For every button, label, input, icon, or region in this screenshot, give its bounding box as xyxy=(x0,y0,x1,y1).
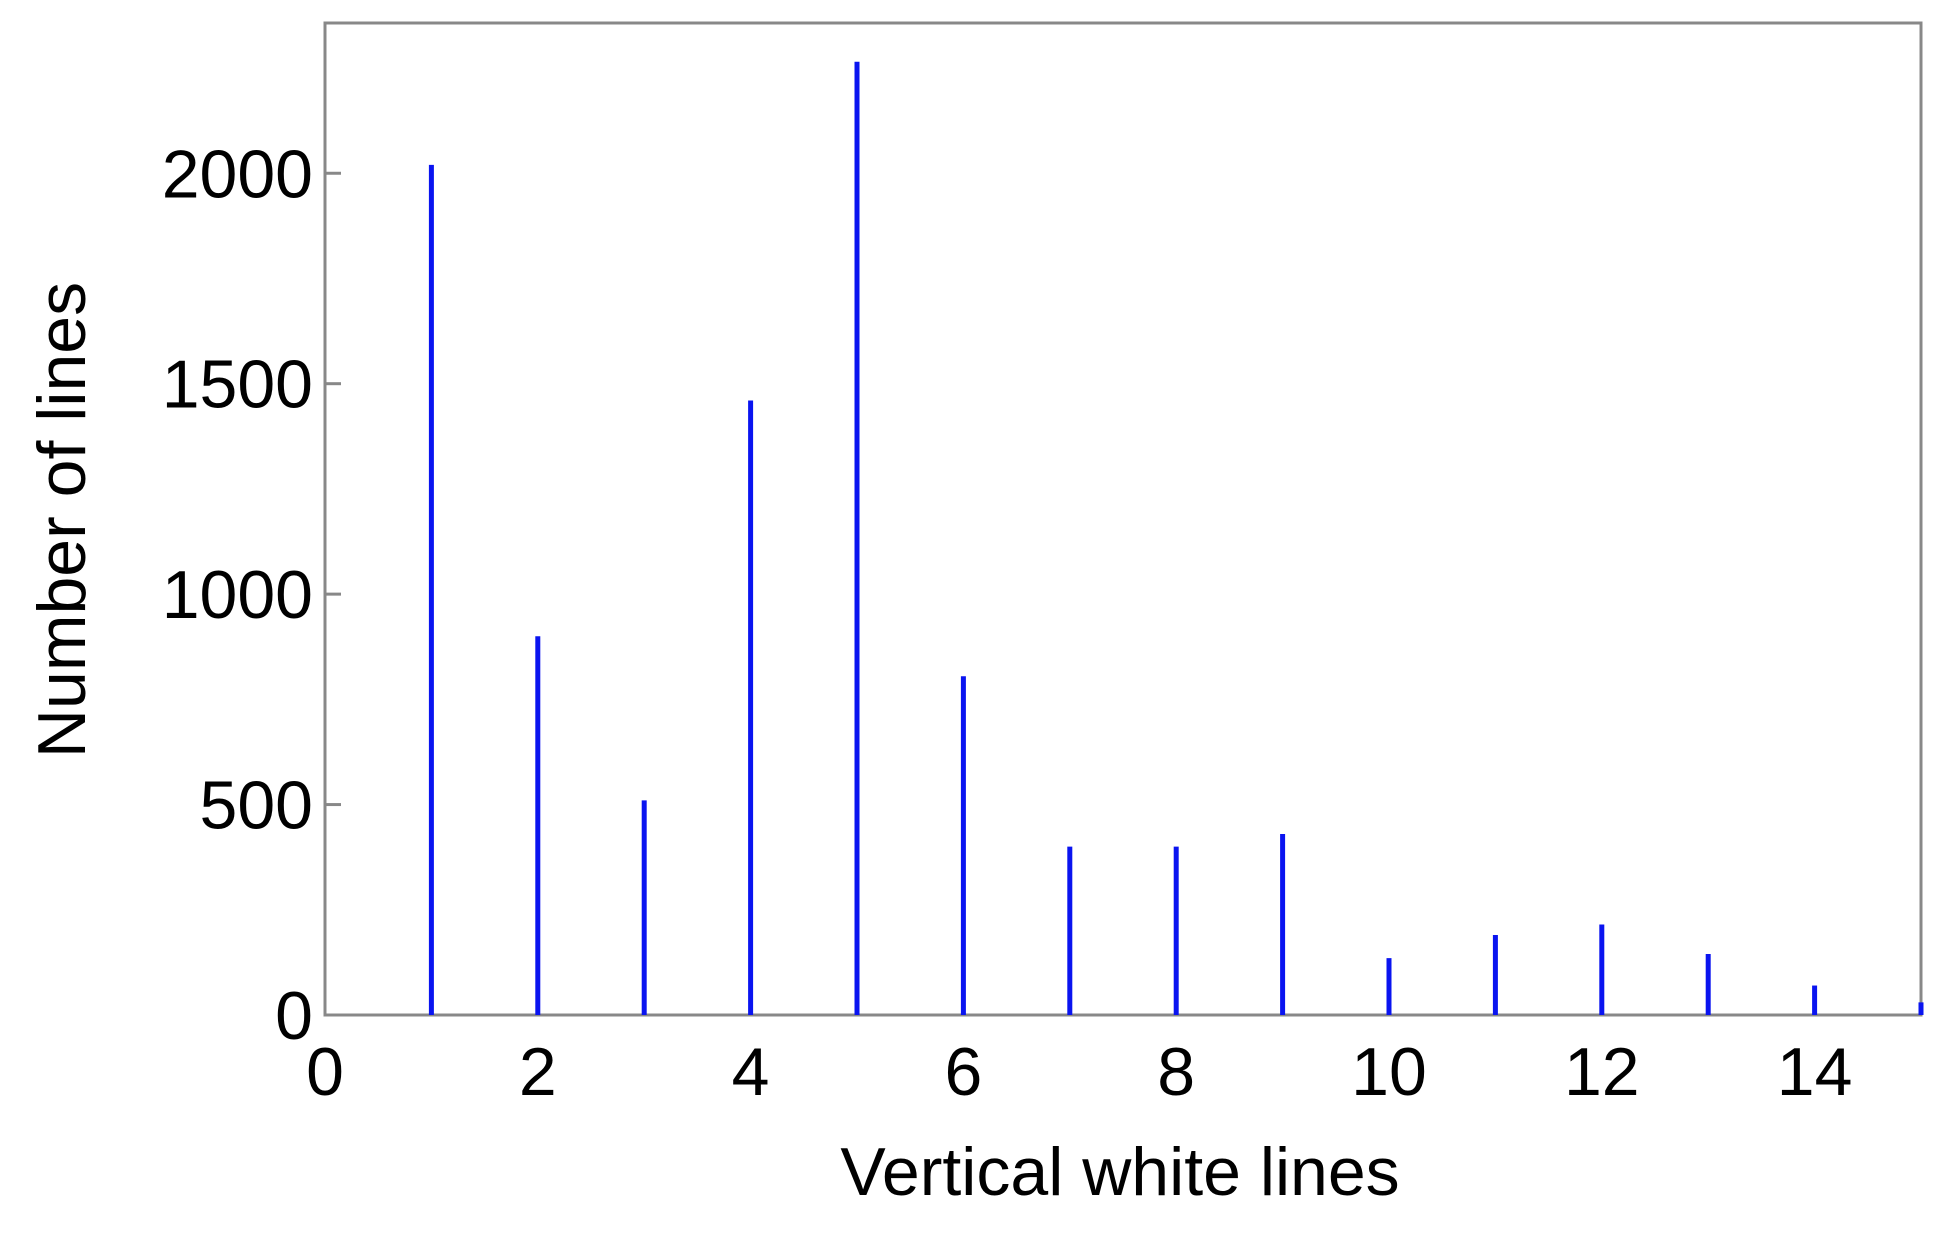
x-tick-label: 14 xyxy=(1777,1034,1853,1110)
x-tick-label: 0 xyxy=(306,1034,344,1110)
y-tick-label: 1000 xyxy=(162,557,313,633)
y-tick-label: 2000 xyxy=(162,136,313,212)
x-tick-label: 8 xyxy=(1157,1034,1195,1110)
x-axis-label: Vertical white lines xyxy=(840,1134,1399,1210)
plot-frame xyxy=(323,21,1923,1017)
y-tick-label: 500 xyxy=(200,768,313,844)
y-tick-label: 0 xyxy=(275,978,313,1054)
y-axis-label: Number of lines xyxy=(24,282,100,758)
x-tick-label: 2 xyxy=(519,1034,557,1110)
y-tick-label: 1500 xyxy=(162,347,313,423)
x-tick-label: 12 xyxy=(1564,1034,1640,1110)
x-tick-label: 10 xyxy=(1351,1034,1427,1110)
x-tick-label: 6 xyxy=(944,1034,982,1110)
x-tick-label: 4 xyxy=(732,1034,770,1110)
